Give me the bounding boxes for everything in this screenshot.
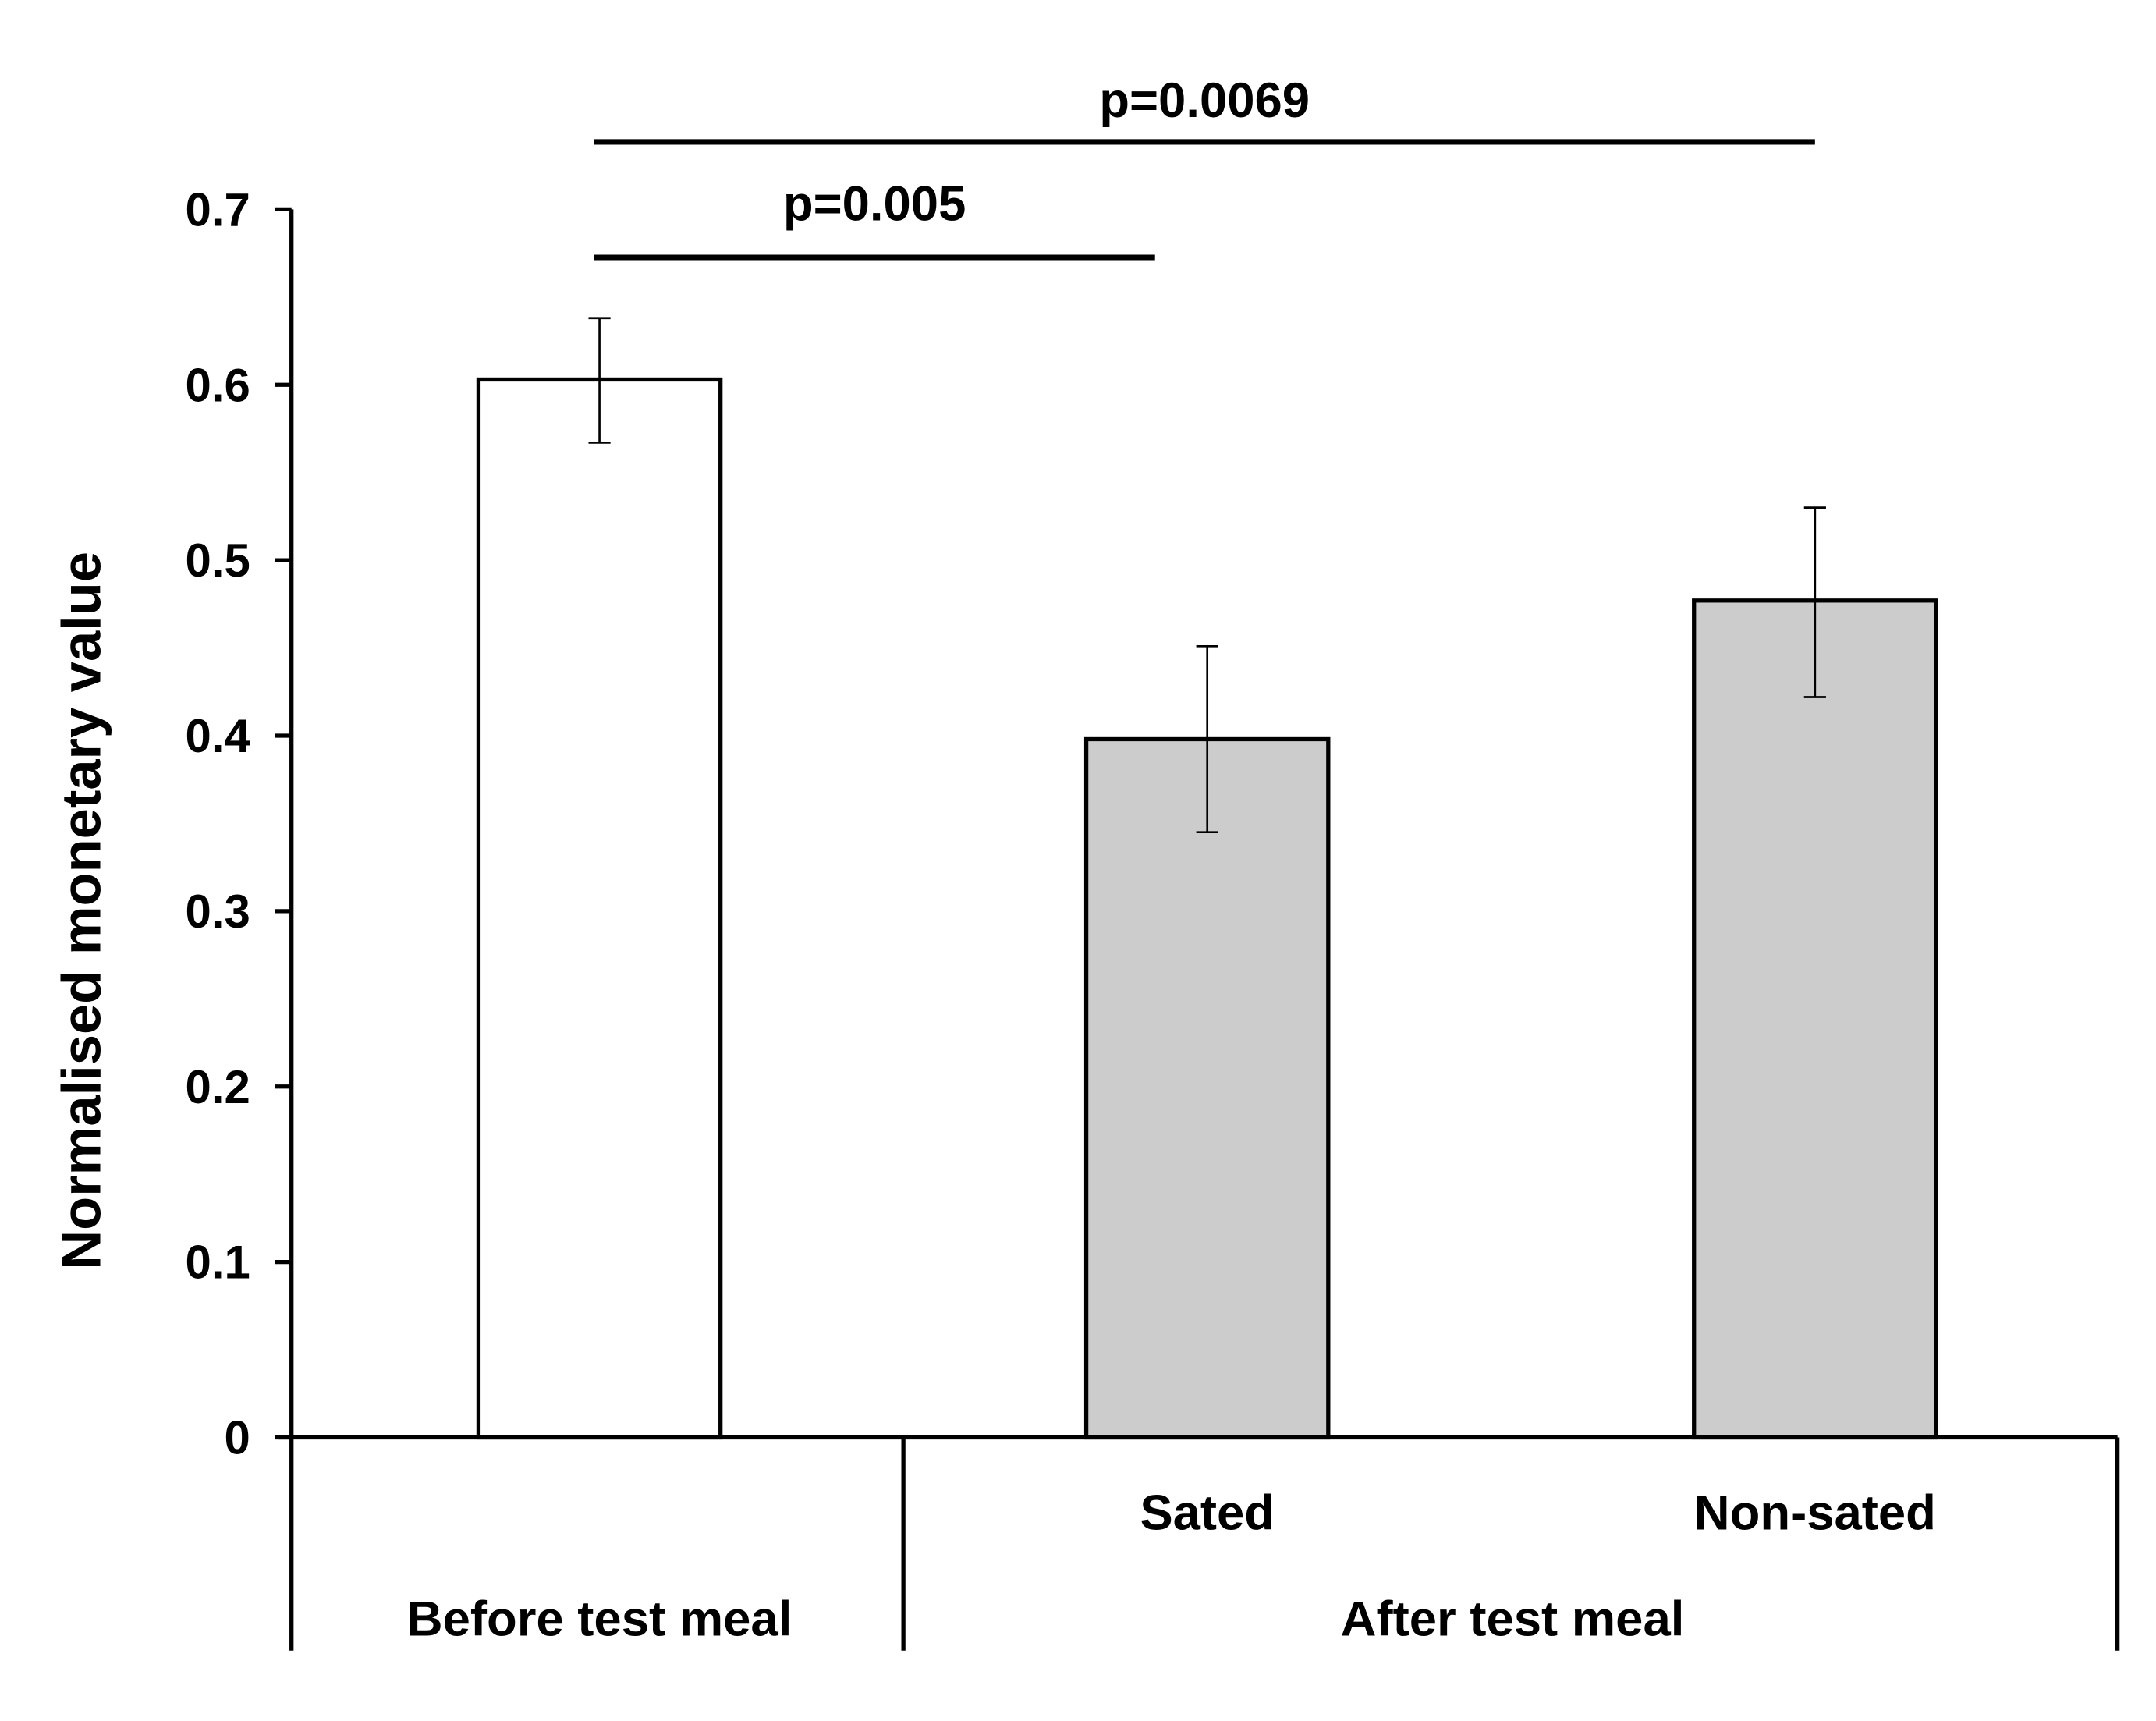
y-tick-label: 0.5 <box>186 534 250 587</box>
x-category-label: Sated <box>1140 1486 1275 1541</box>
bar <box>1083 736 1331 1440</box>
y-tick-label: 0.4 <box>186 710 250 762</box>
y-tick-label: 0.7 <box>186 183 250 236</box>
labels: Sated Non-sated Before test meal After test… <box>407 73 1936 1646</box>
y-axis-label: Normalised monetary value <box>51 552 112 1270</box>
significance-label: p=0.005 <box>783 176 966 231</box>
y-tick-label: 0.2 <box>186 1061 250 1113</box>
bars <box>476 317 1938 1440</box>
y-tick-label: 0 <box>224 1412 250 1464</box>
y-tick-label: 0.1 <box>186 1237 250 1289</box>
bar <box>1692 598 1938 1440</box>
x-group-label: Before test meal <box>407 1591 793 1646</box>
y-tick-label: 0.3 <box>186 885 250 938</box>
x-group-label: After test meal <box>1341 1591 1685 1646</box>
x-category-label: Non-sated <box>1694 1486 1936 1541</box>
y-tick-label: 0.6 <box>186 359 250 411</box>
bar <box>476 377 723 1440</box>
significance-label: p=0.0069 <box>1099 73 1310 128</box>
